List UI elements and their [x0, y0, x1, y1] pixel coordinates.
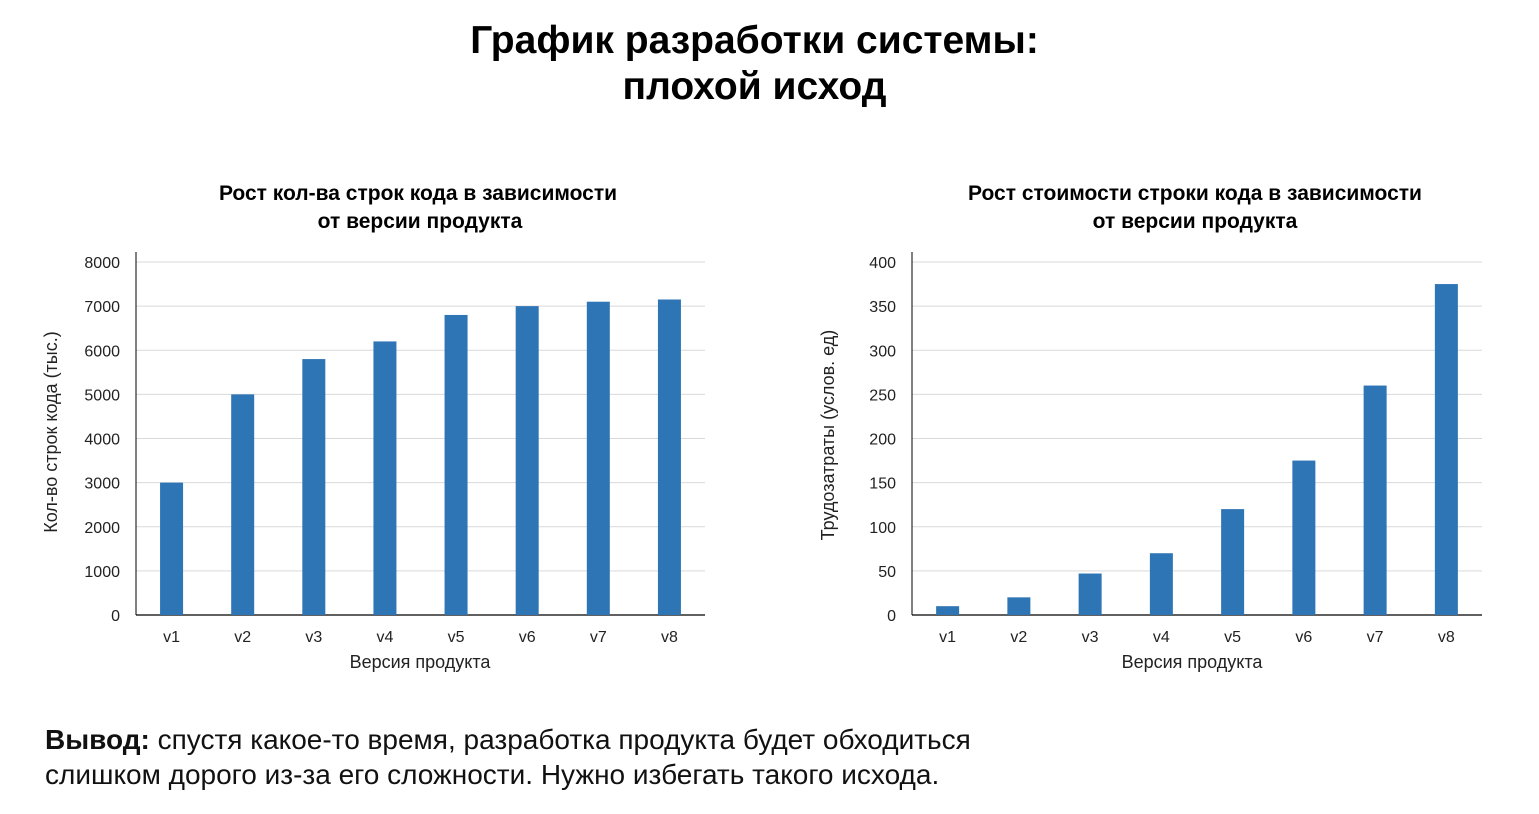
page-title-line-2: плохой исход — [622, 65, 887, 108]
bar-v6 — [1292, 460, 1316, 615]
chart-cost-per-line: Рост стоимости строки кода в зависимости… — [818, 182, 1482, 672]
bar-v4 — [1149, 553, 1173, 615]
x-tick-label: v3 — [305, 629, 322, 646]
x-tick-label: v5 — [1224, 629, 1241, 646]
y-tick-label: 150 — [869, 476, 896, 493]
y-tick-label: 4000 — [84, 432, 120, 449]
bar-v6 — [515, 306, 539, 615]
x-tick-label: v1 — [939, 629, 956, 646]
x-tick-label: v8 — [1438, 629, 1455, 646]
x-tick-label: v5 — [448, 629, 465, 646]
bar-v2 — [1007, 597, 1031, 615]
bar-v8 — [1434, 284, 1458, 615]
page-title: График разработки системы: плохой исход — [0, 18, 1509, 110]
x-tick-label: v2 — [234, 629, 251, 646]
bar-v8 — [657, 299, 681, 615]
bar-v5 — [444, 314, 468, 615]
y-tick-label: 5000 — [84, 387, 120, 404]
y-tick-label: 50 — [878, 564, 896, 581]
chart-title-line-1: Рост стоимости строки кода в зависимости — [968, 182, 1422, 205]
conclusion: Вывод: спустя какое-то время, разработка… — [45, 722, 1145, 792]
conclusion-text-line-1: спустя какое-то время, разработка продук… — [157, 724, 971, 755]
x-axis-label: Версия продукта — [1122, 652, 1264, 672]
x-tick-label: v7 — [1367, 629, 1384, 646]
bar-v7 — [586, 301, 610, 615]
bar-v3 — [302, 359, 326, 615]
x-tick-label: v8 — [661, 629, 678, 646]
bar-v2 — [231, 394, 255, 615]
y-tick-label: 0 — [111, 608, 120, 625]
y-tick-label: 0 — [887, 608, 896, 625]
bar-v5 — [1221, 509, 1245, 615]
x-tick-label: v4 — [376, 629, 393, 646]
x-tick-label: v2 — [1010, 629, 1027, 646]
y-tick-label: 400 — [869, 255, 896, 272]
y-tick-label: 2000 — [84, 520, 120, 537]
y-axis-label: Кол-во строк кода (тыс.) — [41, 331, 61, 533]
y-tick-label: 200 — [869, 432, 896, 449]
y-tick-label: 1000 — [84, 564, 120, 581]
bar-v1 — [936, 606, 960, 615]
chart-title-line-1: Рост кол-ва строк кода в зависимости — [219, 182, 617, 205]
bar-v1 — [160, 482, 184, 615]
y-axis-label: Трудозатраты (услов. ед) — [818, 330, 838, 541]
x-tick-label: v6 — [519, 629, 536, 646]
y-tick-label: 300 — [869, 343, 896, 360]
y-tick-label: 100 — [869, 520, 896, 537]
y-tick-label: 6000 — [84, 343, 120, 360]
page-title-line-1: График разработки системы: — [470, 19, 1039, 62]
x-tick-label: v3 — [1082, 629, 1099, 646]
x-tick-label: v1 — [163, 629, 180, 646]
bar-v7 — [1363, 385, 1387, 615]
y-tick-label: 250 — [869, 387, 896, 404]
y-tick-label: 3000 — [84, 476, 120, 493]
x-tick-label: v6 — [1295, 629, 1312, 646]
conclusion-label: Вывод: — [45, 724, 150, 755]
y-tick-label: 8000 — [84, 255, 120, 272]
y-tick-label: 350 — [869, 299, 896, 316]
chart-title-line-2: от версии продукта — [1093, 210, 1298, 233]
x-tick-label: v7 — [590, 629, 607, 646]
conclusion-text-line-2: слишком дорого из-за его сложности. Нужн… — [45, 759, 940, 790]
y-tick-label: 7000 — [84, 299, 120, 316]
bar-v3 — [1078, 573, 1102, 615]
chart-title-line-2: от версии продукта — [318, 210, 523, 233]
chart-lines-of-code: Рост кол-ва строк кода в зависимости от … — [41, 182, 705, 672]
bar-v4 — [373, 341, 397, 615]
x-tick-label: v4 — [1153, 629, 1170, 646]
x-axis-label: Версия продукта — [350, 652, 492, 672]
